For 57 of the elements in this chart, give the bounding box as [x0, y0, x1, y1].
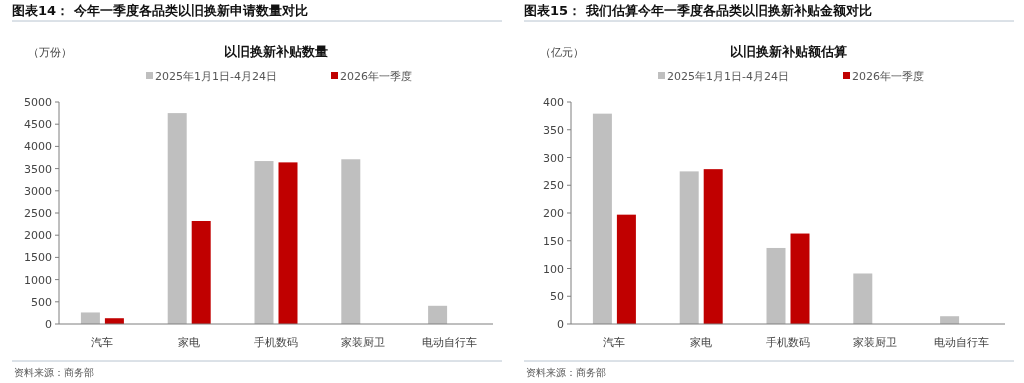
bar: [167, 113, 187, 324]
x-tick-label: 家电: [178, 336, 201, 349]
legend-label: 2025年1月1日-4月24日: [667, 70, 789, 83]
chart-title: 图表15： 我们估算今年一季度各品类以旧换新补贴金额对比: [524, 3, 872, 18]
bar: [428, 305, 448, 324]
bar: [341, 159, 361, 324]
bar: [616, 214, 636, 324]
bar: [940, 316, 960, 324]
bar: [679, 171, 699, 324]
y-tick-label: 250: [543, 179, 564, 193]
y-tick-label: 100: [543, 262, 564, 276]
y-tick-label: 1000: [24, 273, 52, 287]
y-tick-label: 3000: [24, 184, 52, 198]
y-tick-label: 5000: [24, 96, 52, 109]
y-tick-label: 500: [31, 295, 52, 309]
y-tick-label: 0: [45, 318, 52, 331]
bar: [278, 162, 298, 324]
y-tick-label: 2000: [24, 229, 52, 243]
bar: [703, 169, 723, 324]
y-tick-label: 3500: [24, 162, 52, 176]
y-tick-label: 200: [543, 207, 564, 220]
bar: [191, 220, 211, 324]
x-tick-label: 手机数码: [254, 336, 298, 349]
legend-label: 2026年一季度: [340, 70, 412, 83]
y-tick-label: 400: [543, 96, 564, 109]
y-tick-label: 0: [557, 318, 564, 331]
x-tick-label: 家装厨卫: [340, 336, 385, 349]
y-tick-label: 350: [543, 123, 564, 137]
bar: [766, 247, 786, 324]
bar: [592, 113, 612, 324]
x-tick-label: 手机数码: [766, 336, 810, 349]
x-tick-label: 家电: [690, 336, 713, 349]
y-tick-label: 150: [543, 234, 564, 248]
bar: [254, 161, 274, 324]
x-tick-label: 电动自行车: [934, 336, 990, 349]
x-tick-label: 电动自行车: [422, 336, 478, 349]
text: 资料来源：商务部: [526, 367, 606, 378]
chart-subtitle: 以旧换新补贴数量: [224, 44, 328, 59]
bar: [853, 273, 873, 324]
chart-title: 图表14： 今年一季度各品类以旧换新申请数量对比: [12, 3, 308, 18]
legend-label: 2026年一季度: [852, 70, 924, 83]
bar: [790, 233, 810, 324]
legend-label: 2025年1月1日-4月24日: [155, 70, 277, 83]
y-tick-label: 4500: [24, 118, 52, 132]
y-axis-title: （亿元）: [540, 46, 584, 59]
text: 资料来源：商务部: [14, 367, 94, 378]
y-axis-title: （万份）: [28, 46, 72, 59]
x-tick-label: 汽车: [91, 336, 114, 349]
y-tick-label: 1500: [24, 251, 52, 265]
x-tick-label: 家装厨卫: [852, 336, 897, 349]
y-tick-label: 2500: [24, 207, 52, 220]
bar: [80, 312, 100, 324]
y-tick-label: 300: [543, 151, 564, 165]
x-tick-label: 汽车: [603, 336, 626, 349]
y-tick-label: 50: [550, 290, 564, 304]
y-tick-label: 4000: [24, 140, 52, 154]
chart-subtitle: 以旧换新补贴额估算: [729, 44, 847, 59]
